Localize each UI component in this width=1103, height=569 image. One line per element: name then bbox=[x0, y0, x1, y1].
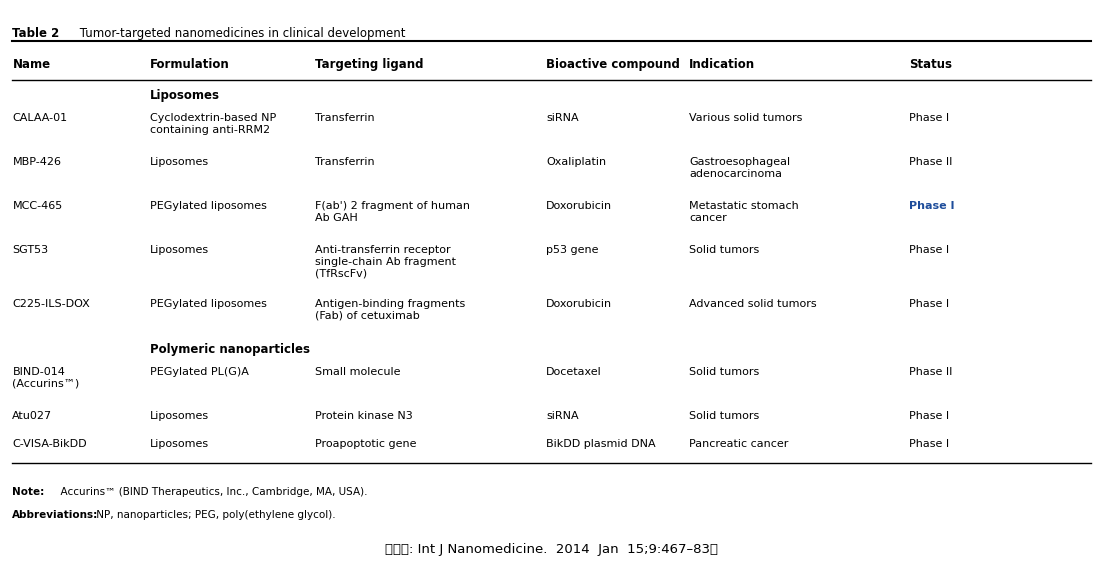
Text: Antigen-binding fragments
(Fab) of cetuximab: Antigen-binding fragments (Fab) of cetux… bbox=[315, 299, 465, 321]
Text: Accurins™ (BIND Therapeutics, Inc., Cambridge, MA, USA).: Accurins™ (BIND Therapeutics, Inc., Camb… bbox=[54, 486, 367, 497]
Text: C-VISA-BikDD: C-VISA-BikDD bbox=[12, 439, 87, 448]
Text: Cyclodextrin-based NP
containing anti-RRM2: Cyclodextrin-based NP containing anti-RR… bbox=[150, 113, 276, 134]
Text: Phase II: Phase II bbox=[909, 157, 953, 167]
Text: Liposomes: Liposomes bbox=[150, 411, 210, 421]
Text: Phase I: Phase I bbox=[909, 113, 950, 123]
Text: BIND-014
(Accurins™): BIND-014 (Accurins™) bbox=[12, 367, 79, 389]
Text: siRNA: siRNA bbox=[546, 411, 579, 421]
Text: siRNA: siRNA bbox=[546, 113, 579, 123]
Text: Proapoptotic gene: Proapoptotic gene bbox=[315, 439, 417, 448]
Text: Liposomes: Liposomes bbox=[150, 89, 219, 102]
Text: Status: Status bbox=[909, 58, 952, 71]
Text: Liposomes: Liposomes bbox=[150, 157, 210, 167]
Text: Bioactive compound: Bioactive compound bbox=[546, 58, 679, 71]
Text: BikDD plasmid DNA: BikDD plasmid DNA bbox=[546, 439, 655, 448]
Text: Phase I: Phase I bbox=[909, 201, 954, 211]
Text: PEGylated liposomes: PEGylated liposomes bbox=[150, 299, 267, 309]
Text: Polymeric nanoparticles: Polymeric nanoparticles bbox=[150, 343, 310, 356]
Text: Transferrin: Transferrin bbox=[315, 113, 375, 123]
Text: Atu027: Atu027 bbox=[12, 411, 53, 421]
Text: Table 2: Table 2 bbox=[12, 27, 60, 40]
Text: Liposomes: Liposomes bbox=[150, 439, 210, 448]
Text: Doxorubicin: Doxorubicin bbox=[546, 201, 612, 211]
Text: Gastroesophageal
adenocarcinoma: Gastroesophageal adenocarcinoma bbox=[689, 157, 790, 179]
Text: CALAA-01: CALAA-01 bbox=[12, 113, 67, 123]
Text: p53 gene: p53 gene bbox=[546, 245, 599, 255]
Text: Solid tumors: Solid tumors bbox=[689, 411, 759, 421]
Text: Phase I: Phase I bbox=[909, 245, 950, 255]
Text: Doxorubicin: Doxorubicin bbox=[546, 299, 612, 309]
Text: Solid tumors: Solid tumors bbox=[689, 367, 759, 377]
Text: Phase I: Phase I bbox=[909, 411, 950, 421]
Text: Phase I: Phase I bbox=[909, 299, 950, 309]
Text: Anti-transferrin receptor
single-chain Ab fragment
(TfRscFv): Anti-transferrin receptor single-chain A… bbox=[315, 245, 456, 279]
Text: Pancreatic cancer: Pancreatic cancer bbox=[689, 439, 789, 448]
Text: F(ab') 2 fragment of human
Ab GAH: F(ab') 2 fragment of human Ab GAH bbox=[315, 201, 470, 223]
Text: Solid tumors: Solid tumors bbox=[689, 245, 759, 255]
Text: Oxaliplatin: Oxaliplatin bbox=[546, 157, 607, 167]
Text: Targeting ligand: Targeting ligand bbox=[315, 58, 424, 71]
Text: Advanced solid tumors: Advanced solid tumors bbox=[689, 299, 816, 309]
Text: SGT53: SGT53 bbox=[12, 245, 49, 255]
Text: MCC-465: MCC-465 bbox=[12, 201, 63, 211]
Text: NP, nanoparticles; PEG, poly(ethylene glycol).: NP, nanoparticles; PEG, poly(ethylene gl… bbox=[93, 510, 335, 521]
Text: C225-ILS-DOX: C225-ILS-DOX bbox=[12, 299, 90, 309]
Text: Liposomes: Liposomes bbox=[150, 245, 210, 255]
Text: Various solid tumors: Various solid tumors bbox=[689, 113, 802, 123]
Text: PEGylated PL(G)A: PEGylated PL(G)A bbox=[150, 367, 249, 377]
Text: Formulation: Formulation bbox=[150, 58, 229, 71]
Text: PEGylated liposomes: PEGylated liposomes bbox=[150, 201, 267, 211]
Text: MBP-426: MBP-426 bbox=[12, 157, 62, 167]
Text: Protein kinase N3: Protein kinase N3 bbox=[315, 411, 413, 421]
Text: Phase II: Phase II bbox=[909, 367, 953, 377]
Text: Indication: Indication bbox=[689, 58, 756, 71]
Text: 〈출저: Int J Nanomedicine.  2014  Jan  15;9:467–83〉: 〈출저: Int J Nanomedicine. 2014 Jan 15;9:4… bbox=[385, 543, 718, 556]
Text: Phase I: Phase I bbox=[909, 439, 950, 448]
Text: Note:: Note: bbox=[12, 486, 44, 497]
Text: Tumor-targeted nanomedicines in clinical development: Tumor-targeted nanomedicines in clinical… bbox=[76, 27, 406, 40]
Text: Docetaxel: Docetaxel bbox=[546, 367, 602, 377]
Text: Transferrin: Transferrin bbox=[315, 157, 375, 167]
Text: Metastatic stomach
cancer: Metastatic stomach cancer bbox=[689, 201, 799, 223]
Text: Name: Name bbox=[12, 58, 51, 71]
Text: Small molecule: Small molecule bbox=[315, 367, 400, 377]
Text: Abbreviations:: Abbreviations: bbox=[12, 510, 98, 521]
